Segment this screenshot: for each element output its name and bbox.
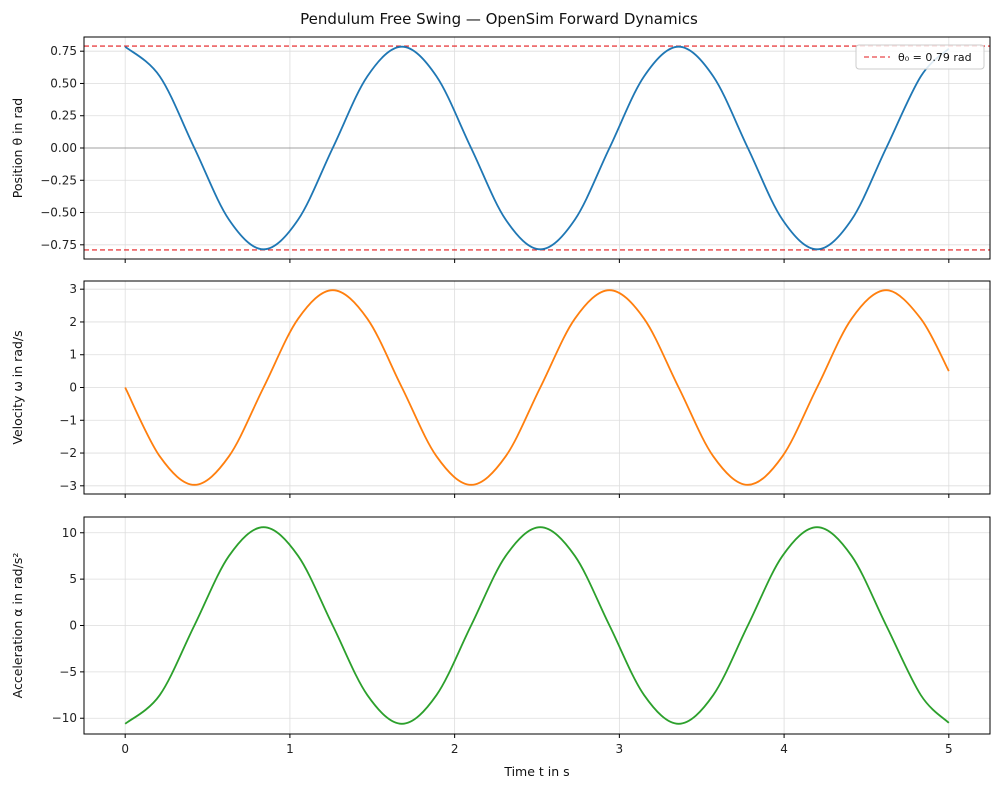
x-tick-label-5: 5 — [945, 742, 953, 756]
y-axis-label: Acceleration α in rad/s² — [10, 553, 25, 699]
x-tick-label-3: 3 — [616, 742, 624, 756]
y-tick-label-2: −0.25 — [40, 173, 77, 187]
legend-box — [855, 44, 985, 70]
subplot-2: −3 −2 −1 0 1 2 3 Velocity ω in rad/s — [10, 280, 991, 498]
y-tick-label-2: 0 — [69, 619, 77, 633]
x-tick-label-4: 4 — [780, 742, 788, 756]
series-line-1 — [124, 289, 950, 486]
y-tick-label-0: −10 — [52, 711, 77, 725]
series-line-1 — [124, 526, 950, 725]
subplot-1: −0.75 −0.50 −0.25 0.00 0.25 0.50 0.75 Position … — [10, 36, 991, 263]
y-tick-label-5: 2 — [69, 315, 77, 329]
x-tick-label-1: 1 — [286, 742, 294, 756]
figure-title: Pendulum Free Swing — OpenSim Forward Dy… — [300, 10, 698, 28]
y-tick-label-1: −5 — [59, 665, 77, 679]
y-tick-label-0: −3 — [59, 479, 77, 493]
y-tick-label-6: 3 — [69, 282, 77, 296]
series-line-1 — [124, 45, 950, 251]
legend-label-0: θ₀ = 0.79 rad — [898, 51, 972, 64]
x-axis-label: Time t in s — [503, 764, 569, 779]
legend: θ₀ = 0.79 rad — [855, 44, 985, 70]
subplot-3: −10 −5 0 5 10 0 1 2 3 4 5 Acceleration α in rad/s² — [10, 516, 991, 756]
y-tick-label-4: 10 — [62, 526, 77, 540]
y-tick-label-5: 0.50 — [50, 76, 77, 90]
y-tick-label-4: 1 — [69, 348, 77, 362]
y-axis-label: Velocity ω in rad/s — [10, 330, 25, 444]
subplot-panels: −0.75 −0.50 −0.25 0.00 0.25 0.50 0.75 Position … — [10, 36, 991, 756]
y-tick-label-0: −0.75 — [40, 238, 77, 252]
y-tick-label-2: −1 — [59, 413, 77, 427]
y-tick-label-4: 0.25 — [50, 109, 77, 123]
y-tick-label-3: 0.00 — [50, 141, 77, 155]
y-tick-label-1: −2 — [59, 446, 77, 460]
x-tick-label-2: 2 — [451, 742, 459, 756]
x-tick-label-0: 0 — [121, 742, 129, 756]
y-tick-label-3: 5 — [69, 572, 77, 586]
y-tick-label-1: −0.50 — [40, 206, 77, 220]
y-tick-label-6: 0.75 — [50, 44, 77, 58]
y-tick-label-3: 0 — [69, 381, 77, 395]
y-axis-label: Position θ in rad — [10, 98, 25, 198]
